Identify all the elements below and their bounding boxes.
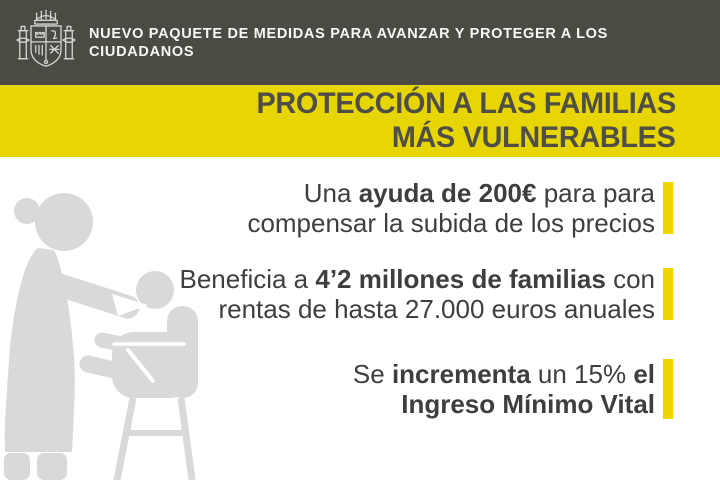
title-band: PROTECCIÓN A LAS FAMILIAS MÁS VULNERABLE… (0, 85, 720, 157)
header-bar: NUEVO PAQUETE DE MEDIDAS PARA AVANZAR Y … (0, 0, 720, 85)
accent-bar (663, 359, 673, 419)
bullet-text: Se incrementa un 15% el Ingreso Mínimo Vi… (352, 359, 655, 419)
bullet-item: Una ayuda de 200€ para para compensar la … (247, 178, 673, 238)
bullet-item: Se incrementa un 15% el Ingreso Mínimo Vi… (353, 359, 673, 419)
bullet-text: Una ayuda de 200€ para para compensar la … (247, 178, 655, 238)
page-title-line-1: PROTECCIÓN A LAS FAMILIAS (256, 87, 677, 120)
accent-bar (663, 268, 673, 320)
page-title-line-2: MÁS VULNERABLES (392, 121, 676, 154)
caregiver-feeding-child-illustration (4, 193, 198, 480)
header-text: NUEVO PAQUETE DE MEDIDAS PARA AVANZAR Y … (89, 25, 609, 60)
spain-coat-of-arms-icon (16, 6, 76, 79)
accent-bar (663, 182, 673, 234)
bullet-text: Beneficia a 4’2 millones de familias con… (179, 264, 656, 324)
bullet-item: Beneficia a 4’2 millones de familias con… (179, 264, 673, 324)
